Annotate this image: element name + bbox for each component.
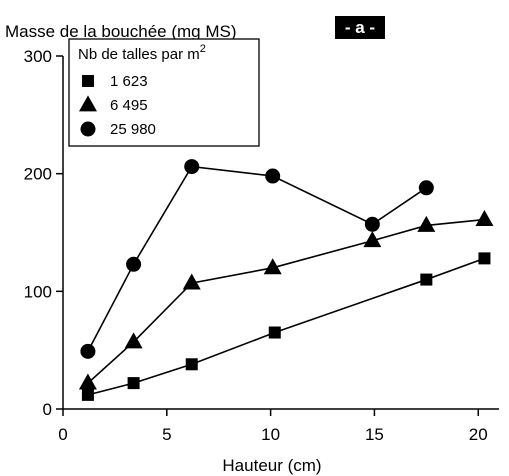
data-point xyxy=(80,343,96,359)
data-point xyxy=(268,326,281,339)
data-point xyxy=(363,231,382,248)
data-point xyxy=(126,256,142,272)
data-point xyxy=(78,373,97,390)
data-point xyxy=(475,209,494,226)
series-square xyxy=(81,252,491,401)
legend-items: 1 623 6 495 25 980 xyxy=(79,73,156,138)
data-point xyxy=(81,388,94,401)
legend-title: Nb de talles par m2 xyxy=(78,43,206,63)
plot-area xyxy=(78,159,494,401)
y-tick-label: 0 xyxy=(43,400,52,419)
x-tick-label: 10 xyxy=(261,425,280,444)
series-line xyxy=(87,257,485,396)
data-point xyxy=(185,358,198,371)
legend-label: 25 980 xyxy=(110,121,156,138)
data-point xyxy=(184,159,200,175)
legend: Nb de talles par m2 1 623 6 495 25 980 xyxy=(68,38,260,147)
y-tick-label: 100 xyxy=(24,282,52,301)
legend-title-superscript: 2 xyxy=(200,43,206,55)
series-circle xyxy=(80,159,434,359)
data-point xyxy=(263,258,282,275)
legend-marker xyxy=(79,95,97,112)
x-axis-title: Hauteur (cm) xyxy=(222,456,321,475)
y-axis-title: Masse de la bouchée (mg MS) xyxy=(5,22,237,41)
data-point xyxy=(478,252,491,265)
legend-label: 6 495 xyxy=(110,97,148,114)
panel-label: - a - xyxy=(345,18,375,37)
x-tick-label: 0 xyxy=(58,425,67,444)
legend-marker xyxy=(80,121,96,137)
x-tick-label: 20 xyxy=(469,425,488,444)
series-triangle xyxy=(78,209,494,390)
data-point xyxy=(417,215,436,232)
data-point xyxy=(265,168,281,184)
series-line xyxy=(87,165,427,352)
legend-marker xyxy=(82,75,94,87)
x-tick-label: 15 xyxy=(365,425,384,444)
data-point xyxy=(182,273,201,290)
series-line xyxy=(87,218,485,384)
legend-label: 1 623 xyxy=(110,73,148,90)
x-tick-label: 5 xyxy=(162,425,171,444)
data-point xyxy=(420,273,433,286)
panel-label-box xyxy=(335,16,385,39)
y-tick-label: 300 xyxy=(24,47,52,66)
data-point xyxy=(364,216,380,232)
data-point xyxy=(124,332,143,349)
legend-title-text: Nb de talles par m xyxy=(78,46,200,63)
y-tick-label: 200 xyxy=(24,165,52,184)
data-point xyxy=(418,180,434,196)
legend-box xyxy=(68,38,260,147)
data-point xyxy=(127,377,140,390)
